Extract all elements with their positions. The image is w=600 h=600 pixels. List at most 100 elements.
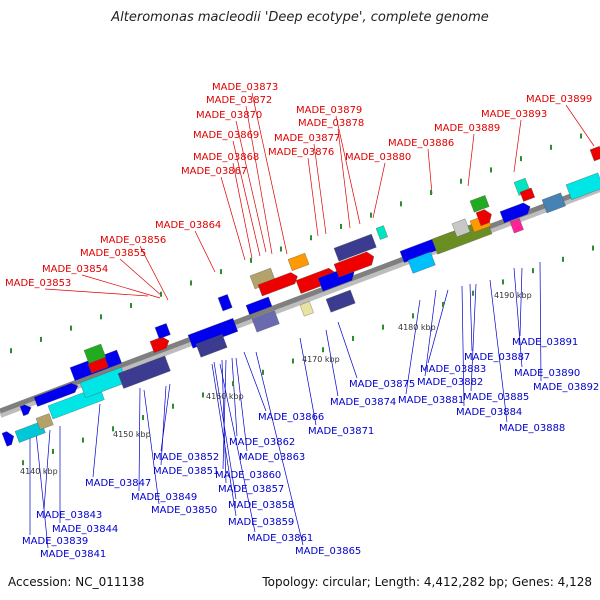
tick-mark-lower <box>532 268 534 274</box>
leader-line-upper <box>467 133 475 187</box>
leader-line-lower <box>92 403 101 478</box>
leader-line-upper <box>372 162 386 219</box>
gene-label-lower: MADE_03850 <box>151 505 217 516</box>
gene-label-lower: MADE_03843 <box>36 510 102 521</box>
gene-label-upper: MADE_03899 <box>526 94 592 105</box>
gene-label-upper: MADE_03855 <box>80 248 146 259</box>
gene-label-lower: MADE_03882 <box>417 377 483 388</box>
gene-label-upper: MADE_03879 <box>296 105 362 116</box>
gene-feature <box>375 225 388 240</box>
tick-mark-upper <box>580 133 582 139</box>
tick-mark-upper <box>340 223 342 229</box>
gene-label-upper: MADE_03889 <box>434 123 500 134</box>
leader-line-lower <box>513 267 523 368</box>
gene-feature <box>499 202 531 224</box>
tick-mark-upper <box>490 167 492 173</box>
tick-mark-upper <box>370 212 372 218</box>
gene-feature <box>117 355 171 389</box>
gene-label-upper: MADE_03867 <box>181 166 247 177</box>
tick-mark-lower <box>262 369 264 375</box>
leader-line-lower <box>143 389 160 505</box>
gene-feature <box>287 252 310 271</box>
tick-mark-lower <box>502 279 504 285</box>
label-leader-lines <box>29 92 595 549</box>
gene-label-upper: MADE_03854 <box>42 264 108 275</box>
tick-mark-lower <box>172 403 174 409</box>
leader-line-upper <box>119 258 163 297</box>
tick-mark-upper <box>70 325 72 331</box>
gene-feature <box>475 209 492 227</box>
tick-mark-upper <box>310 235 312 241</box>
tick-mark-lower <box>292 358 294 364</box>
leader-line-lower <box>213 361 237 500</box>
gene-label-upper: MADE_03870 <box>196 110 262 121</box>
gene-feature <box>33 382 79 407</box>
gene-label-upper: MADE_03886 <box>388 138 454 149</box>
leader-line-upper <box>307 157 319 237</box>
gene-label-lower: MADE_03883 <box>420 364 486 375</box>
gene-label-lower: MADE_03888 <box>499 423 565 434</box>
tick-mark-lower <box>412 313 414 319</box>
tick-mark-upper <box>520 156 522 162</box>
leader-line-lower <box>219 363 256 533</box>
genome-title: Alteromonas macleodii 'Deep ecotype', co… <box>111 10 489 25</box>
tick-mark-upper <box>160 291 162 297</box>
tick-mark-lower <box>472 290 474 296</box>
leader-line-lower <box>160 385 167 466</box>
gene-label-upper: MADE_03856 <box>100 235 166 246</box>
gene-feature <box>565 172 600 200</box>
tick-mark-upper <box>10 348 12 354</box>
leader-line-upper <box>335 115 361 225</box>
leader-line-upper <box>194 230 216 273</box>
leader-line-lower <box>43 429 51 510</box>
leader-line-lower <box>424 289 437 377</box>
tick-mark-lower <box>142 415 144 421</box>
tick-mark-upper <box>250 257 252 263</box>
tick-mark-lower <box>352 335 354 341</box>
tick-mark-upper <box>460 178 462 184</box>
gene-feature <box>87 357 109 374</box>
leader-line-lower <box>35 431 49 549</box>
tick-mark-lower <box>592 245 594 251</box>
tick-mark-lower <box>202 392 204 398</box>
gene-label-lower: MADE_03890 <box>514 368 580 379</box>
tick-mark-upper <box>430 190 432 196</box>
tick-mark-lower <box>82 437 84 443</box>
backbone-ticks <box>10 133 594 466</box>
gene-label-lower: MADE_03844 <box>52 524 118 535</box>
leader-line-lower <box>489 279 508 423</box>
gene-label-lower: MADE_03858 <box>228 500 294 511</box>
gene-feature <box>509 218 524 234</box>
scale-label: 4180 kbp <box>398 323 436 332</box>
accession-text: Accession: NC_011138 <box>8 575 145 589</box>
gene-label-lower: MADE_03849 <box>131 492 197 503</box>
scale-label: 4170 kbp <box>302 355 340 364</box>
leader-line-lower <box>519 267 523 337</box>
tick-mark-lower <box>562 256 564 262</box>
tick-mark-upper <box>400 201 402 207</box>
gene-label-upper: MADE_03893 <box>481 109 547 120</box>
gene-feature <box>541 192 566 214</box>
gene-label-lower: MADE_03884 <box>456 407 522 418</box>
gene-feature <box>35 413 54 430</box>
leader-line-lower <box>427 289 449 364</box>
gene-feature <box>257 272 298 297</box>
leader-line-upper <box>139 245 169 301</box>
gene-label-upper: MADE_03868 <box>193 152 259 163</box>
gene-feature <box>519 187 535 202</box>
leader-line-lower <box>325 329 339 397</box>
leader-line-upper <box>235 120 267 253</box>
tick-mark-upper <box>40 336 42 342</box>
gene-label-lower: MADE_03862 <box>229 437 295 448</box>
gene-label-lower: MADE_03847 <box>85 478 151 489</box>
leader-line-upper <box>427 148 433 195</box>
gene-label-lower: MADE_03887 <box>464 352 530 363</box>
gene-label-lower: MADE_03891 <box>512 337 578 348</box>
leader-line-lower <box>221 359 227 484</box>
gene-label-upper: MADE_03869 <box>193 130 259 141</box>
leader-line-upper <box>251 92 288 255</box>
gene-feature <box>589 146 600 162</box>
leader-line-upper <box>232 162 253 259</box>
tick-mark-lower <box>232 381 234 387</box>
